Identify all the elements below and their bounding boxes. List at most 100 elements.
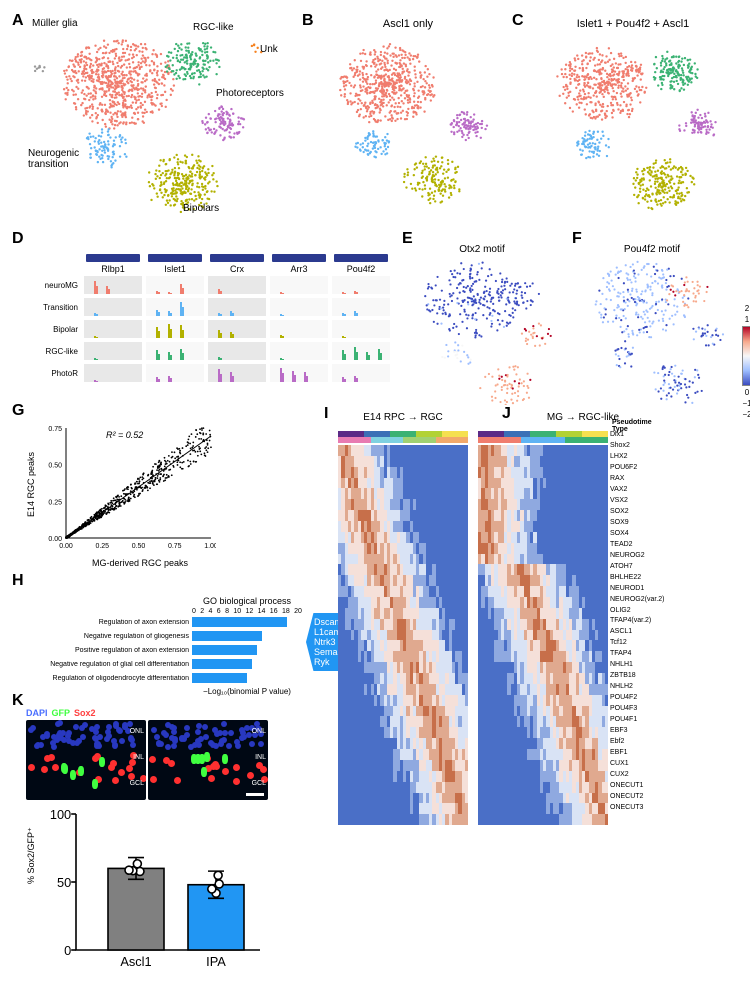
hm-gene: SOX4 <box>610 530 668 537</box>
track-lane <box>84 342 142 360</box>
track-name: Transition <box>22 303 82 312</box>
track-lane <box>146 276 204 294</box>
k-barchart: 050100Ascl1IPA <box>36 806 276 982</box>
hm-gene: ONECUT3 <box>610 804 668 811</box>
panelF-title: Pou4f2 motif <box>572 244 732 255</box>
scale-bar <box>246 793 264 796</box>
cb-min: −2 <box>742 410 750 419</box>
svg-text:0: 0 <box>64 943 71 958</box>
track-lane <box>270 320 328 338</box>
svg-text:0.50: 0.50 <box>132 543 146 550</box>
hm-gene: SOX9 <box>610 519 668 526</box>
track-lane <box>208 320 266 338</box>
track-lane <box>270 298 328 316</box>
motif-f: Pou4f2 motif <box>572 244 732 408</box>
cluster-label-pr: Photoreceptors <box>216 88 284 99</box>
track-name: Bipolar <box>22 325 82 334</box>
gene-name: Arr3 <box>290 264 307 274</box>
hm-gene: NEUROG2(var.2) <box>610 596 668 603</box>
track-name: PhotoR <box>22 369 82 378</box>
hm-gene: LHX2 <box>610 453 668 460</box>
layer-label: GCL <box>130 780 144 787</box>
go-bar <box>192 617 287 627</box>
go-bar <box>192 659 252 669</box>
hm-gene: NHLH1 <box>610 661 668 668</box>
motif-e: Otx2 motif <box>402 244 562 408</box>
micrograph: ONLINLGCL <box>148 720 268 800</box>
track-lane <box>270 276 328 294</box>
track-lane <box>84 364 142 382</box>
svg-text:0.75: 0.75 <box>48 426 62 433</box>
cb-n1: −1 <box>742 399 750 408</box>
cb-1: 1 <box>745 315 749 324</box>
track-lane <box>332 364 390 382</box>
svg-text:0.00: 0.00 <box>48 536 62 543</box>
hm-gene: NEUROG2 <box>610 552 668 559</box>
hm-gene: RAX <box>610 475 668 482</box>
cb-0: 0 <box>745 388 749 397</box>
layer-label: ONL <box>130 728 144 735</box>
tracks: Rlbp1Islet1CrxArr3Pou4f2neuroMGTransitio… <box>22 254 392 384</box>
track-lane <box>332 298 390 316</box>
svg-text:0.25: 0.25 <box>95 543 109 550</box>
track-lane <box>208 364 266 382</box>
svg-text:0.50: 0.50 <box>48 463 62 470</box>
track-lane <box>146 364 204 382</box>
hm-gene: CUX2 <box>610 771 668 778</box>
go-bar <box>192 673 247 683</box>
gobar: GO biological process02468101214161820Re… <box>22 596 302 696</box>
hm-gene: Shox2 <box>610 442 668 449</box>
cb-max: 2 <box>745 304 749 313</box>
panelE-title: Otx2 motif <box>402 244 562 255</box>
hm-gene: ONECUT2 <box>610 793 668 800</box>
umap-b-wrap: Ascl1 only <box>308 18 508 220</box>
stain-label: Sox2 <box>74 708 96 718</box>
track-lane <box>84 320 142 338</box>
track-lane <box>332 320 390 338</box>
svg-text:50: 50 <box>57 875 71 890</box>
gene-name: Islet1 <box>164 264 186 274</box>
hm-gene: TEAD2 <box>610 541 668 548</box>
go-term: Regulation of oligodendrocyte differenti… <box>22 675 192 682</box>
scatter-xlabel: MG-derived RGC peaks <box>44 558 236 568</box>
go-xlabel: −Log₁₀(binomial P value) <box>192 687 302 696</box>
track-lane <box>84 298 142 316</box>
scatter-ylabel: E14 RGC peaks <box>26 410 36 558</box>
go-term: Positive regulation of axon extension <box>22 647 192 654</box>
track-lane <box>146 342 204 360</box>
gene-name: Pou4f2 <box>347 264 376 274</box>
layer-label: ONL <box>252 728 266 735</box>
hm-gene: POU6F2 <box>610 464 668 471</box>
hm-gene: NHLH2 <box>610 683 668 690</box>
svg-text:1.00: 1.00 <box>204 543 216 550</box>
go-term: Negative regulation of glial cell differ… <box>22 661 192 668</box>
heatmap-gene-labels: Dlx1Shox2LHX2POU6F2RAXVAX2VSX2SOX2SOX9SO… <box>608 431 668 811</box>
hm-gene: BHLHE22 <box>610 574 668 581</box>
hm-gene: POU4F1 <box>610 716 668 723</box>
hm-gene: POU4F3 <box>610 705 668 712</box>
layer-label: INL <box>255 754 266 761</box>
hm-gene: ZBTB18 <box>610 672 668 679</box>
hm-gene: TFAP4(var.2) <box>610 617 668 624</box>
svg-text:0.00: 0.00 <box>59 543 73 550</box>
svg-text:0.75: 0.75 <box>168 543 182 550</box>
track-lane <box>146 298 204 316</box>
hm-gene: Ebf2 <box>610 738 668 745</box>
track-lane <box>270 342 328 360</box>
track-lane <box>208 276 266 294</box>
hm-gene: TFAP4 <box>610 650 668 657</box>
go-bar <box>192 645 257 655</box>
umap-a: Müller glia RGC-like Unk Photoreceptors … <box>28 18 288 218</box>
hm-gene: VAX2 <box>610 486 668 493</box>
hm-gene: Tcf12 <box>610 639 668 646</box>
panelC-title: Islet1 + Pou4f2 + Ascl1 <box>528 18 738 30</box>
k-ylabel: % Sox2/GFP⁺ <box>26 806 36 906</box>
cluster-label-unk: Unk <box>260 44 278 55</box>
heatmaps: PseudotimeTypeDlx1Shox2LHX2POU6F2RAXVAX2… <box>338 431 668 825</box>
track-lane <box>84 276 142 294</box>
cluster-label-bip: Bipolars <box>183 203 219 214</box>
hm-gene: SOX2 <box>610 508 668 515</box>
go-term: Negative regulation of gliogenesis <box>22 633 192 640</box>
track-lane <box>270 364 328 382</box>
layer-label: INL <box>133 754 144 761</box>
